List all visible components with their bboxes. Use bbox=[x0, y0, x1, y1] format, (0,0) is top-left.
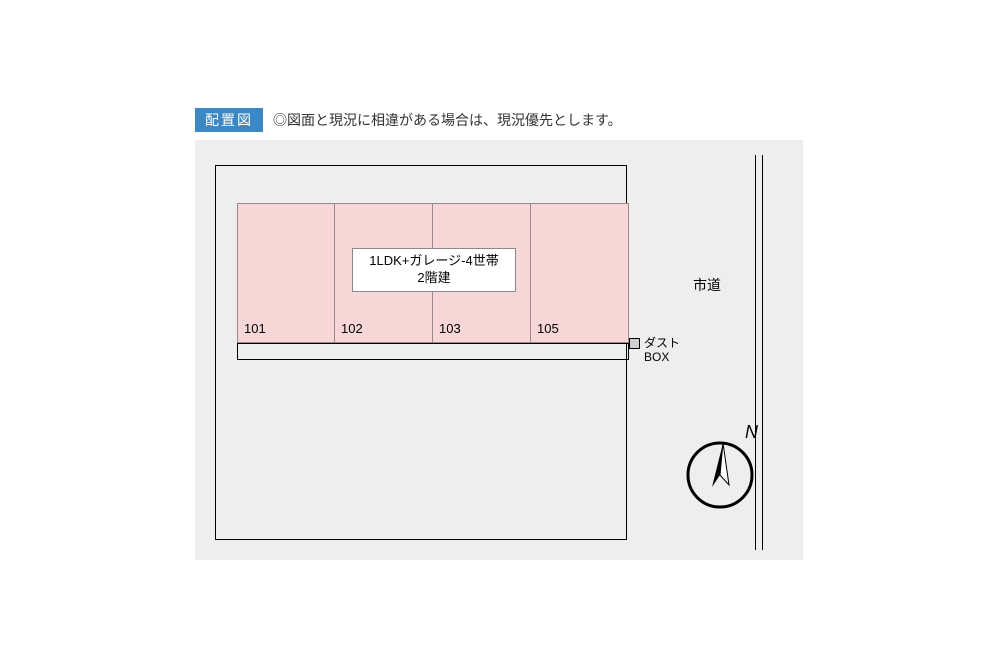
header: 配置図 ◎図面と現況に相違がある場合は、現況優先とします。 bbox=[195, 108, 622, 132]
desc-line-2: 2階建 bbox=[361, 270, 507, 287]
disclaimer-note: ◎図面と現況に相違がある場合は、現況優先とします。 bbox=[273, 110, 622, 130]
road-label: 市道 bbox=[693, 275, 721, 295]
under-strip-top bbox=[237, 343, 629, 344]
under-strip-bottom bbox=[237, 359, 629, 360]
layout-badge: 配置図 bbox=[195, 108, 263, 132]
compass-icon bbox=[680, 435, 760, 515]
unit-number: 102 bbox=[341, 321, 363, 336]
unit-101: 101 bbox=[237, 203, 335, 343]
dust-label-2: BOX bbox=[644, 350, 680, 364]
desc-line-1: 1LDK+ガレージ-4世帯 bbox=[361, 253, 507, 270]
dust-box-label: ダスト BOX bbox=[644, 336, 680, 365]
unit-number: 105 bbox=[537, 321, 559, 336]
canvas: 配置図 ◎図面と現況に相違がある場合は、現況優先とします。 市道 101 102 1… bbox=[0, 0, 1000, 667]
unit-number: 103 bbox=[439, 321, 461, 336]
unit-105: 105 bbox=[531, 203, 629, 343]
building-description: 1LDK+ガレージ-4世帯 2階建 bbox=[352, 248, 516, 292]
dust-label-1: ダスト bbox=[644, 336, 680, 350]
under-strip-left bbox=[237, 343, 238, 359]
compass-n-label: N bbox=[745, 422, 758, 443]
road-line-2 bbox=[762, 155, 763, 550]
dust-box-icon bbox=[629, 338, 640, 349]
unit-number: 101 bbox=[244, 321, 266, 336]
